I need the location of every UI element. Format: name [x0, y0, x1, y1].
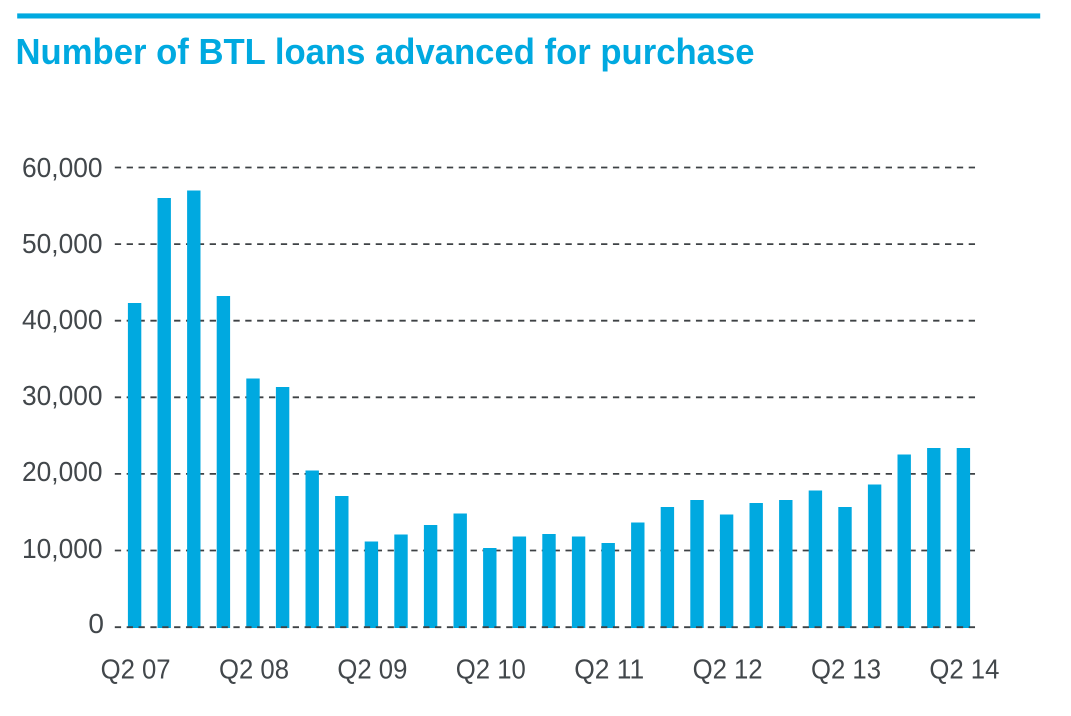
svg-text:Q2 11: Q2 11	[574, 654, 644, 685]
svg-text:Number of BTL loans advanced f: Number of BTL loans advanced for purchas…	[16, 31, 755, 72]
svg-text:Q2 07: Q2 07	[101, 654, 171, 685]
svg-text:Q2 09: Q2 09	[337, 654, 407, 685]
svg-text:20,000: 20,000	[22, 456, 103, 487]
svg-text:30,000: 30,000	[22, 380, 103, 411]
svg-text:0: 0	[88, 608, 104, 639]
svg-text:40,000: 40,000	[22, 304, 103, 335]
svg-text:Q2 08: Q2 08	[219, 654, 289, 685]
svg-text:Q2 12: Q2 12	[693, 654, 763, 685]
svg-text:10,000: 10,000	[22, 533, 103, 564]
svg-text:60,000: 60,000	[22, 152, 103, 183]
svg-text:50,000: 50,000	[22, 228, 103, 259]
svg-text:Q2 13: Q2 13	[811, 654, 881, 685]
svg-text:Q2 14: Q2 14	[929, 654, 999, 685]
svg-text:Q2 10: Q2 10	[456, 654, 526, 685]
